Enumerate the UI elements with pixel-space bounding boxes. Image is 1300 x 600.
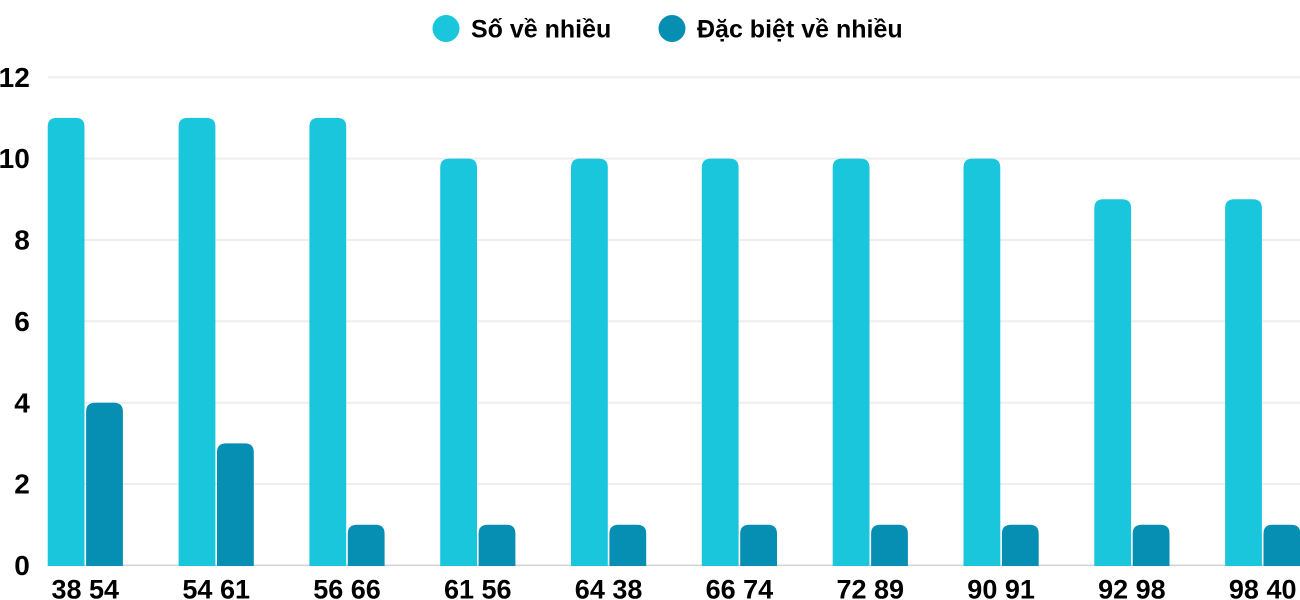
svg-text:Số về nhiều: Số về nhiều bbox=[471, 16, 611, 44]
svg-text:72 89: 72 89 bbox=[837, 575, 905, 600]
svg-text:64 38: 64 38 bbox=[575, 575, 643, 600]
svg-text:90 91: 90 91 bbox=[967, 575, 1035, 600]
svg-text:92 98: 92 98 bbox=[1098, 575, 1166, 600]
svg-text:4: 4 bbox=[14, 387, 30, 418]
svg-text:54 61: 54 61 bbox=[182, 575, 250, 600]
svg-text:98 40: 98 40 bbox=[1229, 575, 1297, 600]
svg-text:6: 6 bbox=[14, 306, 30, 337]
svg-text:2: 2 bbox=[14, 469, 30, 500]
svg-text:61 56: 61 56 bbox=[444, 575, 512, 600]
svg-text:Đặc biệt về nhiều: Đặc biệt về nhiều bbox=[697, 16, 903, 44]
svg-text:56 66: 56 66 bbox=[313, 575, 381, 600]
svg-text:66 74: 66 74 bbox=[706, 575, 774, 600]
svg-text:12: 12 bbox=[0, 62, 30, 93]
svg-text:10: 10 bbox=[0, 143, 30, 174]
svg-text:0: 0 bbox=[14, 550, 30, 581]
svg-text:8: 8 bbox=[14, 225, 30, 256]
svg-text:38 54: 38 54 bbox=[52, 575, 120, 600]
